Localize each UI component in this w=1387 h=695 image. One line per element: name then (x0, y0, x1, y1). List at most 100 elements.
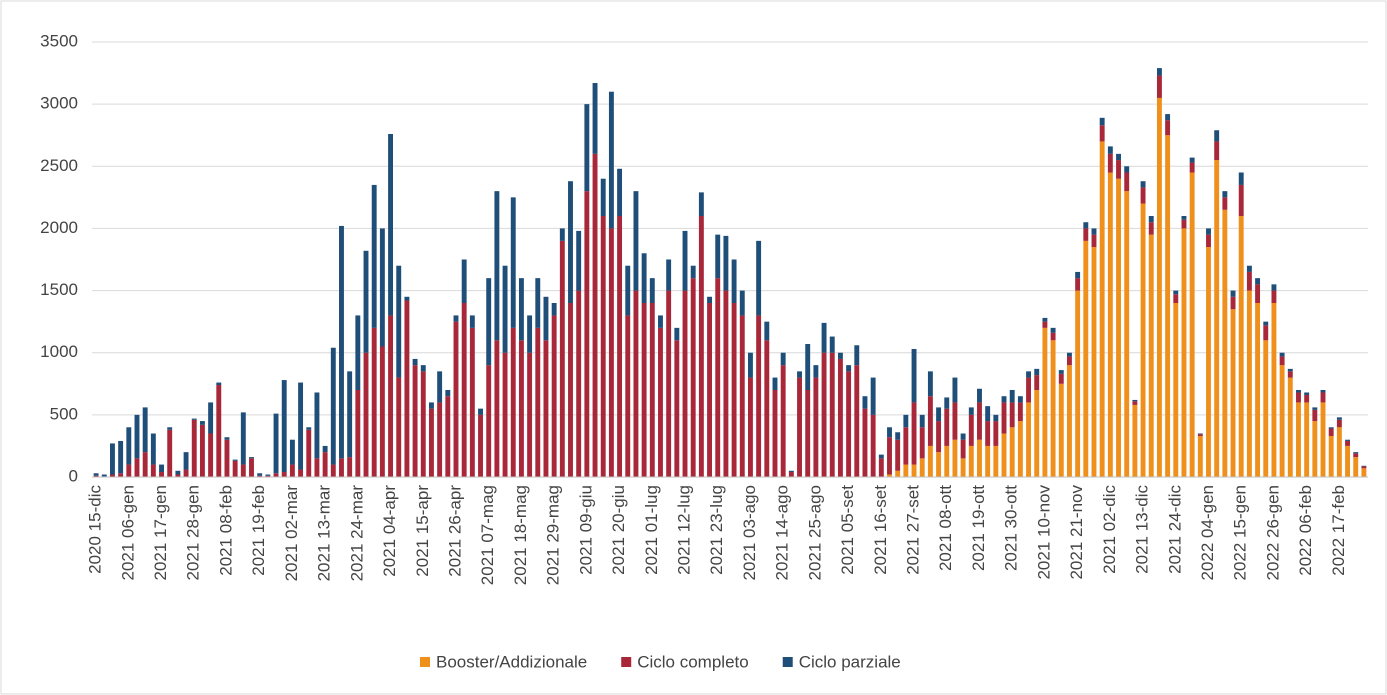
bar-segment (1034, 390, 1040, 477)
bar-segment (265, 475, 271, 477)
bar-segment (1083, 222, 1089, 229)
bar-segment (993, 414, 999, 422)
bar-segment (1238, 172, 1244, 185)
bar-segment (240, 464, 246, 477)
bar-segment (919, 414, 925, 428)
bar-segment (175, 470, 181, 475)
bar-segment (927, 445, 933, 477)
bar-segment (747, 377, 753, 477)
bar-segment (322, 452, 328, 477)
bar-segment (715, 278, 721, 477)
bar-segment (1042, 327, 1048, 477)
bar-segment (772, 377, 778, 390)
bar-segment (502, 265, 508, 353)
bar-segment (690, 265, 696, 279)
bar-segment (1320, 392, 1326, 403)
bar-segment (118, 440, 124, 474)
bar-segment (150, 433, 156, 465)
bar-segment (837, 358, 843, 477)
bar-segment (1173, 294, 1179, 303)
bar-segment (862, 408, 868, 477)
x-tick-label: 2021 05-set (838, 485, 857, 575)
bar-segment (1017, 396, 1023, 403)
bar-segment (1189, 162, 1195, 173)
bar-segment (420, 365, 426, 372)
bar-segment (895, 432, 901, 440)
bar-segment (690, 278, 696, 477)
bar-segment (887, 437, 892, 475)
bar-segment (1271, 284, 1277, 291)
bar-segment (919, 427, 925, 459)
bar-segment (993, 445, 999, 477)
bar-segment (543, 296, 549, 341)
bar-segment (903, 427, 909, 465)
bar-segment (1124, 172, 1130, 192)
bar-segment (977, 388, 982, 403)
bar-segment (216, 382, 222, 386)
bar-segment (756, 315, 762, 477)
bar-segment (1255, 303, 1261, 477)
bar-segment (330, 464, 336, 477)
bar-segment (829, 336, 835, 353)
bar-segment (1287, 377, 1293, 477)
bar-segment (617, 168, 623, 216)
bar-segment (396, 377, 402, 477)
x-tick-label: 2021 07-mag (478, 485, 497, 585)
bar-segment (101, 474, 107, 477)
bar-segment (927, 371, 933, 397)
bar-segment (453, 321, 459, 477)
bar-segment (1320, 390, 1326, 393)
legend-label: Ciclo completo (637, 652, 749, 671)
x-tick-label: 2021 09-giu (576, 485, 595, 575)
bar-segment (1296, 390, 1301, 393)
bar-segment (1263, 340, 1269, 477)
bar-segment (1296, 392, 1301, 403)
bar-segment (1206, 228, 1211, 235)
bar-segment (232, 460, 238, 477)
bar-segment (641, 253, 647, 303)
bar-segment (1361, 466, 1367, 469)
bar-segment (1042, 317, 1048, 322)
bar-segment (502, 352, 508, 477)
bar-segment (805, 344, 811, 390)
bar-segment (1336, 427, 1342, 477)
bar-segment (1140, 181, 1146, 188)
bar-segment (1066, 356, 1072, 366)
bar-segment (903, 414, 909, 428)
bar-segment (633, 290, 639, 477)
bar-segment (813, 377, 819, 477)
bar-segment (1173, 290, 1179, 295)
bar-segment (1189, 157, 1195, 163)
bar-segment (469, 315, 475, 328)
bar-segment (911, 402, 917, 465)
bar-segment (1099, 125, 1105, 142)
bar-segment (977, 439, 982, 477)
y-tick-label: 1500 (40, 280, 78, 299)
bar-segment (1312, 409, 1318, 422)
bar-segment (846, 365, 852, 372)
bar-segment (183, 469, 189, 477)
bar-segment (1058, 370, 1064, 374)
bar-segment (559, 228, 565, 241)
bar-segment (1156, 97, 1162, 477)
bar-segment (1075, 271, 1081, 279)
bar-segment (919, 458, 925, 477)
bar-segment (674, 340, 680, 477)
bar-segment (608, 91, 614, 229)
bar-segment (404, 300, 410, 477)
bar-segment (903, 464, 909, 477)
bar-segment (756, 240, 762, 316)
bar-segment (658, 315, 663, 328)
bar-segment (1165, 120, 1171, 136)
bar-segment (797, 377, 802, 477)
bar-segment (216, 385, 222, 477)
bar-segment (339, 458, 344, 477)
bar-segment (535, 278, 541, 328)
bar-segment (1336, 417, 1342, 420)
bar-segment (412, 358, 418, 366)
bar-segment (707, 303, 713, 477)
bar-segment (1255, 284, 1261, 303)
bar-segment (1107, 172, 1113, 477)
bar-segment (887, 474, 892, 477)
legend-swatch (621, 657, 632, 667)
